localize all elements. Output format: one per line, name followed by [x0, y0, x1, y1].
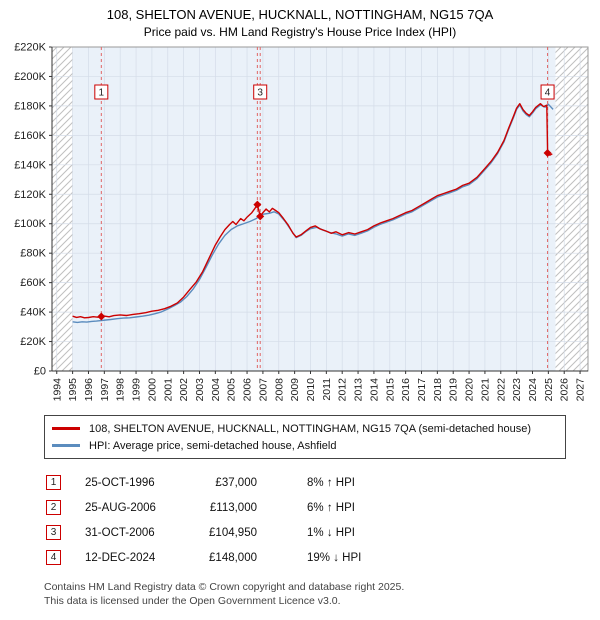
svg-text:2018: 2018 — [432, 378, 444, 402]
page-title: 108, SHELTON AVENUE, HUCKNALL, NOTTINGHA… — [106, 7, 494, 22]
legend-label-hpi: HPI: Average price, semi-detached house,… — [89, 439, 337, 452]
table-row: 3 31-OCT-2006 £104,950 1% ↓ HPI — [46, 525, 600, 540]
sale-price: £113,000 — [209, 501, 257, 514]
hpi-line-swatch — [52, 444, 80, 447]
svg-text:1999: 1999 — [131, 378, 143, 402]
license-footer: Contains HM Land Registry data © Crown c… — [44, 581, 600, 608]
svg-text:2026: 2026 — [559, 378, 571, 402]
svg-text:2007: 2007 — [257, 378, 269, 402]
sale-price: £148,000 — [209, 551, 257, 564]
table-row: 1 25-OCT-1996 £37,000 8% ↑ HPI — [46, 475, 600, 490]
svg-text:2020: 2020 — [464, 378, 476, 402]
footer-line-1: Contains HM Land Registry data © Crown c… — [44, 581, 405, 593]
svg-text:2027: 2027 — [575, 378, 587, 402]
property-line-swatch — [52, 427, 80, 430]
svg-text:1998: 1998 — [115, 378, 127, 402]
svg-text:2004: 2004 — [210, 378, 222, 402]
svg-text:2022: 2022 — [495, 378, 507, 402]
svg-text:2006: 2006 — [242, 378, 254, 402]
svg-text:2017: 2017 — [416, 378, 428, 402]
svg-text:£60K: £60K — [20, 277, 46, 289]
svg-text:£140K: £140K — [14, 159, 46, 171]
sale-date: 12-DEC-2024 — [85, 551, 156, 564]
svg-text:2014: 2014 — [368, 378, 380, 402]
svg-text:£200K: £200K — [14, 71, 46, 83]
svg-text:2005: 2005 — [226, 378, 238, 402]
svg-text:2023: 2023 — [511, 378, 523, 402]
svg-text:2001: 2001 — [162, 378, 174, 402]
svg-text:3: 3 — [257, 88, 263, 99]
svg-text:1997: 1997 — [99, 378, 111, 402]
sale-date: 31-OCT-2006 — [85, 526, 155, 539]
sale-hpi-delta: 1% ↓ HPI — [307, 526, 355, 539]
sale-hpi-delta: 8% ↑ HPI — [307, 476, 355, 489]
svg-text:£220K: £220K — [14, 42, 46, 54]
sale-date: 25-AUG-2006 — [85, 501, 156, 514]
sale-number-badge: 3 — [46, 525, 61, 540]
footer-line-2: This data is licensed under the Open Gov… — [44, 594, 341, 607]
svg-text:1995: 1995 — [67, 378, 79, 402]
svg-text:2008: 2008 — [273, 378, 285, 402]
svg-text:2002: 2002 — [178, 378, 190, 402]
sale-hpi-delta: 19% ↓ HPI — [307, 551, 362, 564]
svg-text:2019: 2019 — [448, 378, 460, 402]
price-chart: 1994 1995 1996 1997 1998 1999 2000 2001 2002 2003… — [14, 42, 589, 402]
sale-price: £37,000 — [215, 476, 257, 489]
sale-date: 25-OCT-1996 — [85, 476, 155, 489]
sale-number-badge: 1 — [46, 475, 61, 490]
svg-text:2010: 2010 — [305, 378, 317, 402]
sale-hpi-delta: 6% ↑ HPI — [307, 501, 355, 514]
legend-item-property: 108, SHELTON AVENUE, HUCKNALL, NOTTINGHA… — [52, 420, 558, 437]
svg-text:2013: 2013 — [353, 378, 365, 402]
svg-text:2024: 2024 — [527, 378, 539, 402]
transactions-table: 1 25-OCT-1996 £37,000 8% ↑ HPI 2 25-AUG-… — [46, 475, 600, 565]
svg-text:2021: 2021 — [479, 378, 491, 402]
svg-text:1996: 1996 — [83, 378, 95, 402]
chart-title-block: 108, SHELTON AVENUE, HUCKNALL, NOTTINGHA… — [0, 0, 600, 39]
table-row: 2 25-AUG-2006 £113,000 6% ↑ HPI — [46, 500, 600, 515]
svg-text:1994: 1994 — [51, 378, 63, 402]
sale-number-badge: 2 — [46, 500, 61, 515]
svg-text:£0: £0 — [34, 366, 46, 378]
svg-text:£80K: £80K — [20, 248, 46, 260]
svg-text:1: 1 — [99, 88, 105, 99]
svg-text:2003: 2003 — [194, 378, 206, 402]
legend-item-hpi: HPI: Average price, semi-detached house,… — [52, 437, 558, 454]
svg-text:£160K: £160K — [14, 130, 46, 142]
chart-legend: 108, SHELTON AVENUE, HUCKNALL, NOTTINGHA… — [44, 415, 566, 459]
svg-text:£100K: £100K — [14, 218, 46, 230]
svg-text:2000: 2000 — [146, 378, 158, 402]
svg-text:£40K: £40K — [20, 307, 46, 319]
svg-text:2015: 2015 — [384, 378, 396, 402]
svg-text:2025: 2025 — [543, 378, 555, 402]
svg-text:2011: 2011 — [321, 378, 333, 401]
svg-text:£180K: £180K — [14, 100, 46, 112]
svg-text:£20K: £20K — [20, 336, 46, 348]
svg-text:4: 4 — [545, 88, 551, 99]
svg-text:£120K: £120K — [14, 189, 46, 201]
page-subtitle: Price paid vs. HM Land Registry's House … — [143, 25, 457, 39]
table-row: 4 12-DEC-2024 £148,000 19% ↓ HPI — [46, 550, 600, 565]
legend-label-property: 108, SHELTON AVENUE, HUCKNALL, NOTTINGHA… — [89, 422, 531, 435]
svg-text:2012: 2012 — [337, 378, 349, 402]
sale-price: £104,950 — [209, 526, 257, 539]
svg-text:2009: 2009 — [289, 378, 301, 402]
chart: 1994 1995 1996 1997 1998 1999 2000 2001 2002 2003… — [0, 41, 600, 409]
sale-number-badge: 4 — [46, 550, 61, 565]
svg-text:2016: 2016 — [400, 378, 412, 402]
